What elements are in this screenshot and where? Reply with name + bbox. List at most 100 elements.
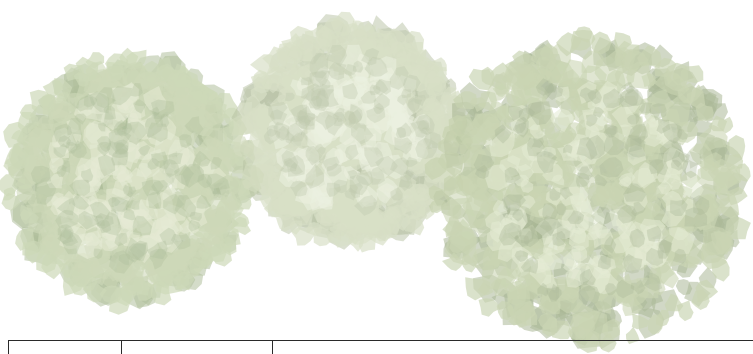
- leaf-cluster: [83, 93, 98, 108]
- leaf-cluster: [529, 258, 552, 287]
- leaf-fringe: [157, 63, 174, 82]
- leaf-cluster: [311, 67, 330, 90]
- leaf-cluster: [657, 239, 672, 259]
- leaf-cluster: [111, 196, 129, 212]
- leaf-cluster: [611, 231, 633, 254]
- leaf-cluster: [373, 93, 390, 110]
- leaf-cluster: [629, 228, 645, 248]
- leaf-cluster: [276, 125, 290, 140]
- leaf-cluster: [280, 157, 298, 173]
- leaf-cluster: [266, 125, 278, 137]
- leaf-cluster: [542, 202, 558, 220]
- leaf-cluster: [141, 179, 164, 196]
- leaf-fringe: [275, 216, 296, 232]
- leaf-cluster: [402, 139, 427, 163]
- leaf-cluster: [327, 62, 347, 81]
- leaf-fringe: [241, 162, 257, 179]
- leaf-cluster: [163, 159, 180, 178]
- leaf-cluster: [623, 134, 642, 153]
- leaf-cluster: [575, 220, 589, 233]
- leaf-cluster: [352, 60, 363, 73]
- leaf-cluster: [597, 254, 611, 270]
- leaf-cluster: [623, 253, 643, 274]
- leaf-cluster: [670, 159, 683, 171]
- leaf-cluster: [285, 168, 301, 183]
- leaf-cluster: [339, 44, 369, 75]
- leaf-cluster: [343, 166, 361, 181]
- leaf-cluster: [320, 138, 336, 153]
- leaf-cluster: [170, 233, 191, 250]
- leaf-cluster: [604, 135, 625, 156]
- leaf-cluster: [383, 118, 411, 146]
- leaf-cluster: [587, 88, 602, 105]
- leaf-cluster: [564, 142, 582, 157]
- leaf-cluster: [514, 250, 528, 262]
- leaf-cluster: [401, 117, 424, 137]
- leaf-cluster: [683, 255, 700, 269]
- leaf-cluster: [354, 183, 378, 208]
- leaf-cluster: [113, 204, 126, 215]
- leaf-fringe: [189, 257, 206, 275]
- leaf-cluster: [693, 195, 710, 216]
- leaf-cluster: [324, 114, 343, 136]
- leaf-cluster: [318, 196, 334, 210]
- leaf-cluster: [361, 195, 375, 207]
- leaf-cluster: [75, 172, 102, 197]
- leaf-cluster: [473, 153, 495, 173]
- leaf-fringe: [735, 163, 751, 182]
- leaf-cluster: [16, 184, 34, 205]
- leaf-cluster: [596, 207, 611, 220]
- leaf-cluster: [512, 116, 529, 138]
- leaf-cluster: [700, 186, 716, 203]
- leaf-cluster: [574, 160, 591, 179]
- leaf-cluster: [96, 136, 111, 153]
- leaf-cluster: [97, 141, 111, 157]
- leaf-cluster: [107, 197, 121, 208]
- leaf-cluster: [347, 169, 358, 180]
- leaf-cluster: [118, 253, 131, 266]
- leaf-cluster: [123, 121, 147, 145]
- leaf-cluster: [684, 207, 708, 228]
- leaf-cluster: [305, 163, 325, 189]
- leaf-cluster: [296, 160, 317, 183]
- leaf-fringe: [233, 135, 253, 155]
- leaf-cluster: [151, 106, 160, 117]
- leaf-cluster: [415, 137, 439, 160]
- leaf-cluster: [370, 159, 386, 174]
- leaf-cluster: [378, 178, 398, 198]
- leaf-cluster: [515, 122, 527, 134]
- leaf-cluster: [361, 100, 380, 124]
- leaf-cluster: [75, 95, 95, 112]
- leaf-cluster: [355, 68, 369, 82]
- leaf-cluster: [309, 52, 329, 79]
- tree-canopy-left: [0, 47, 265, 315]
- leaf-cluster: [387, 105, 406, 126]
- leaf-cluster: [391, 113, 410, 136]
- leaf-cluster: [520, 256, 538, 274]
- leaf-cluster: [196, 194, 212, 209]
- leaf-cluster: [181, 164, 204, 188]
- leaf-cluster: [411, 129, 427, 144]
- leaf-cluster: [263, 128, 281, 145]
- leaf-cluster: [351, 127, 366, 143]
- leaf-cluster: [398, 174, 413, 190]
- leaf-cluster: [61, 160, 71, 173]
- leaf-cluster: [381, 93, 402, 118]
- leaf-cluster: [295, 185, 320, 204]
- leaf-cluster: [138, 144, 151, 156]
- leaf-fringe: [461, 253, 477, 273]
- leaf-fringe: [481, 66, 495, 86]
- leaf-cluster: [605, 283, 616, 296]
- leaf-cluster: [152, 163, 178, 191]
- leaf-cluster: [362, 92, 379, 111]
- leaf-cluster: [380, 90, 394, 102]
- leaf-cluster: [349, 174, 369, 196]
- leaf-cluster: [560, 187, 574, 200]
- leaf-cluster: [302, 89, 326, 112]
- leaf-cluster: [467, 146, 483, 169]
- leaf-cluster: [424, 132, 442, 150]
- leaf-cluster: [395, 127, 407, 139]
- leaf-cluster: [348, 103, 363, 125]
- leaf-cluster: [267, 118, 296, 141]
